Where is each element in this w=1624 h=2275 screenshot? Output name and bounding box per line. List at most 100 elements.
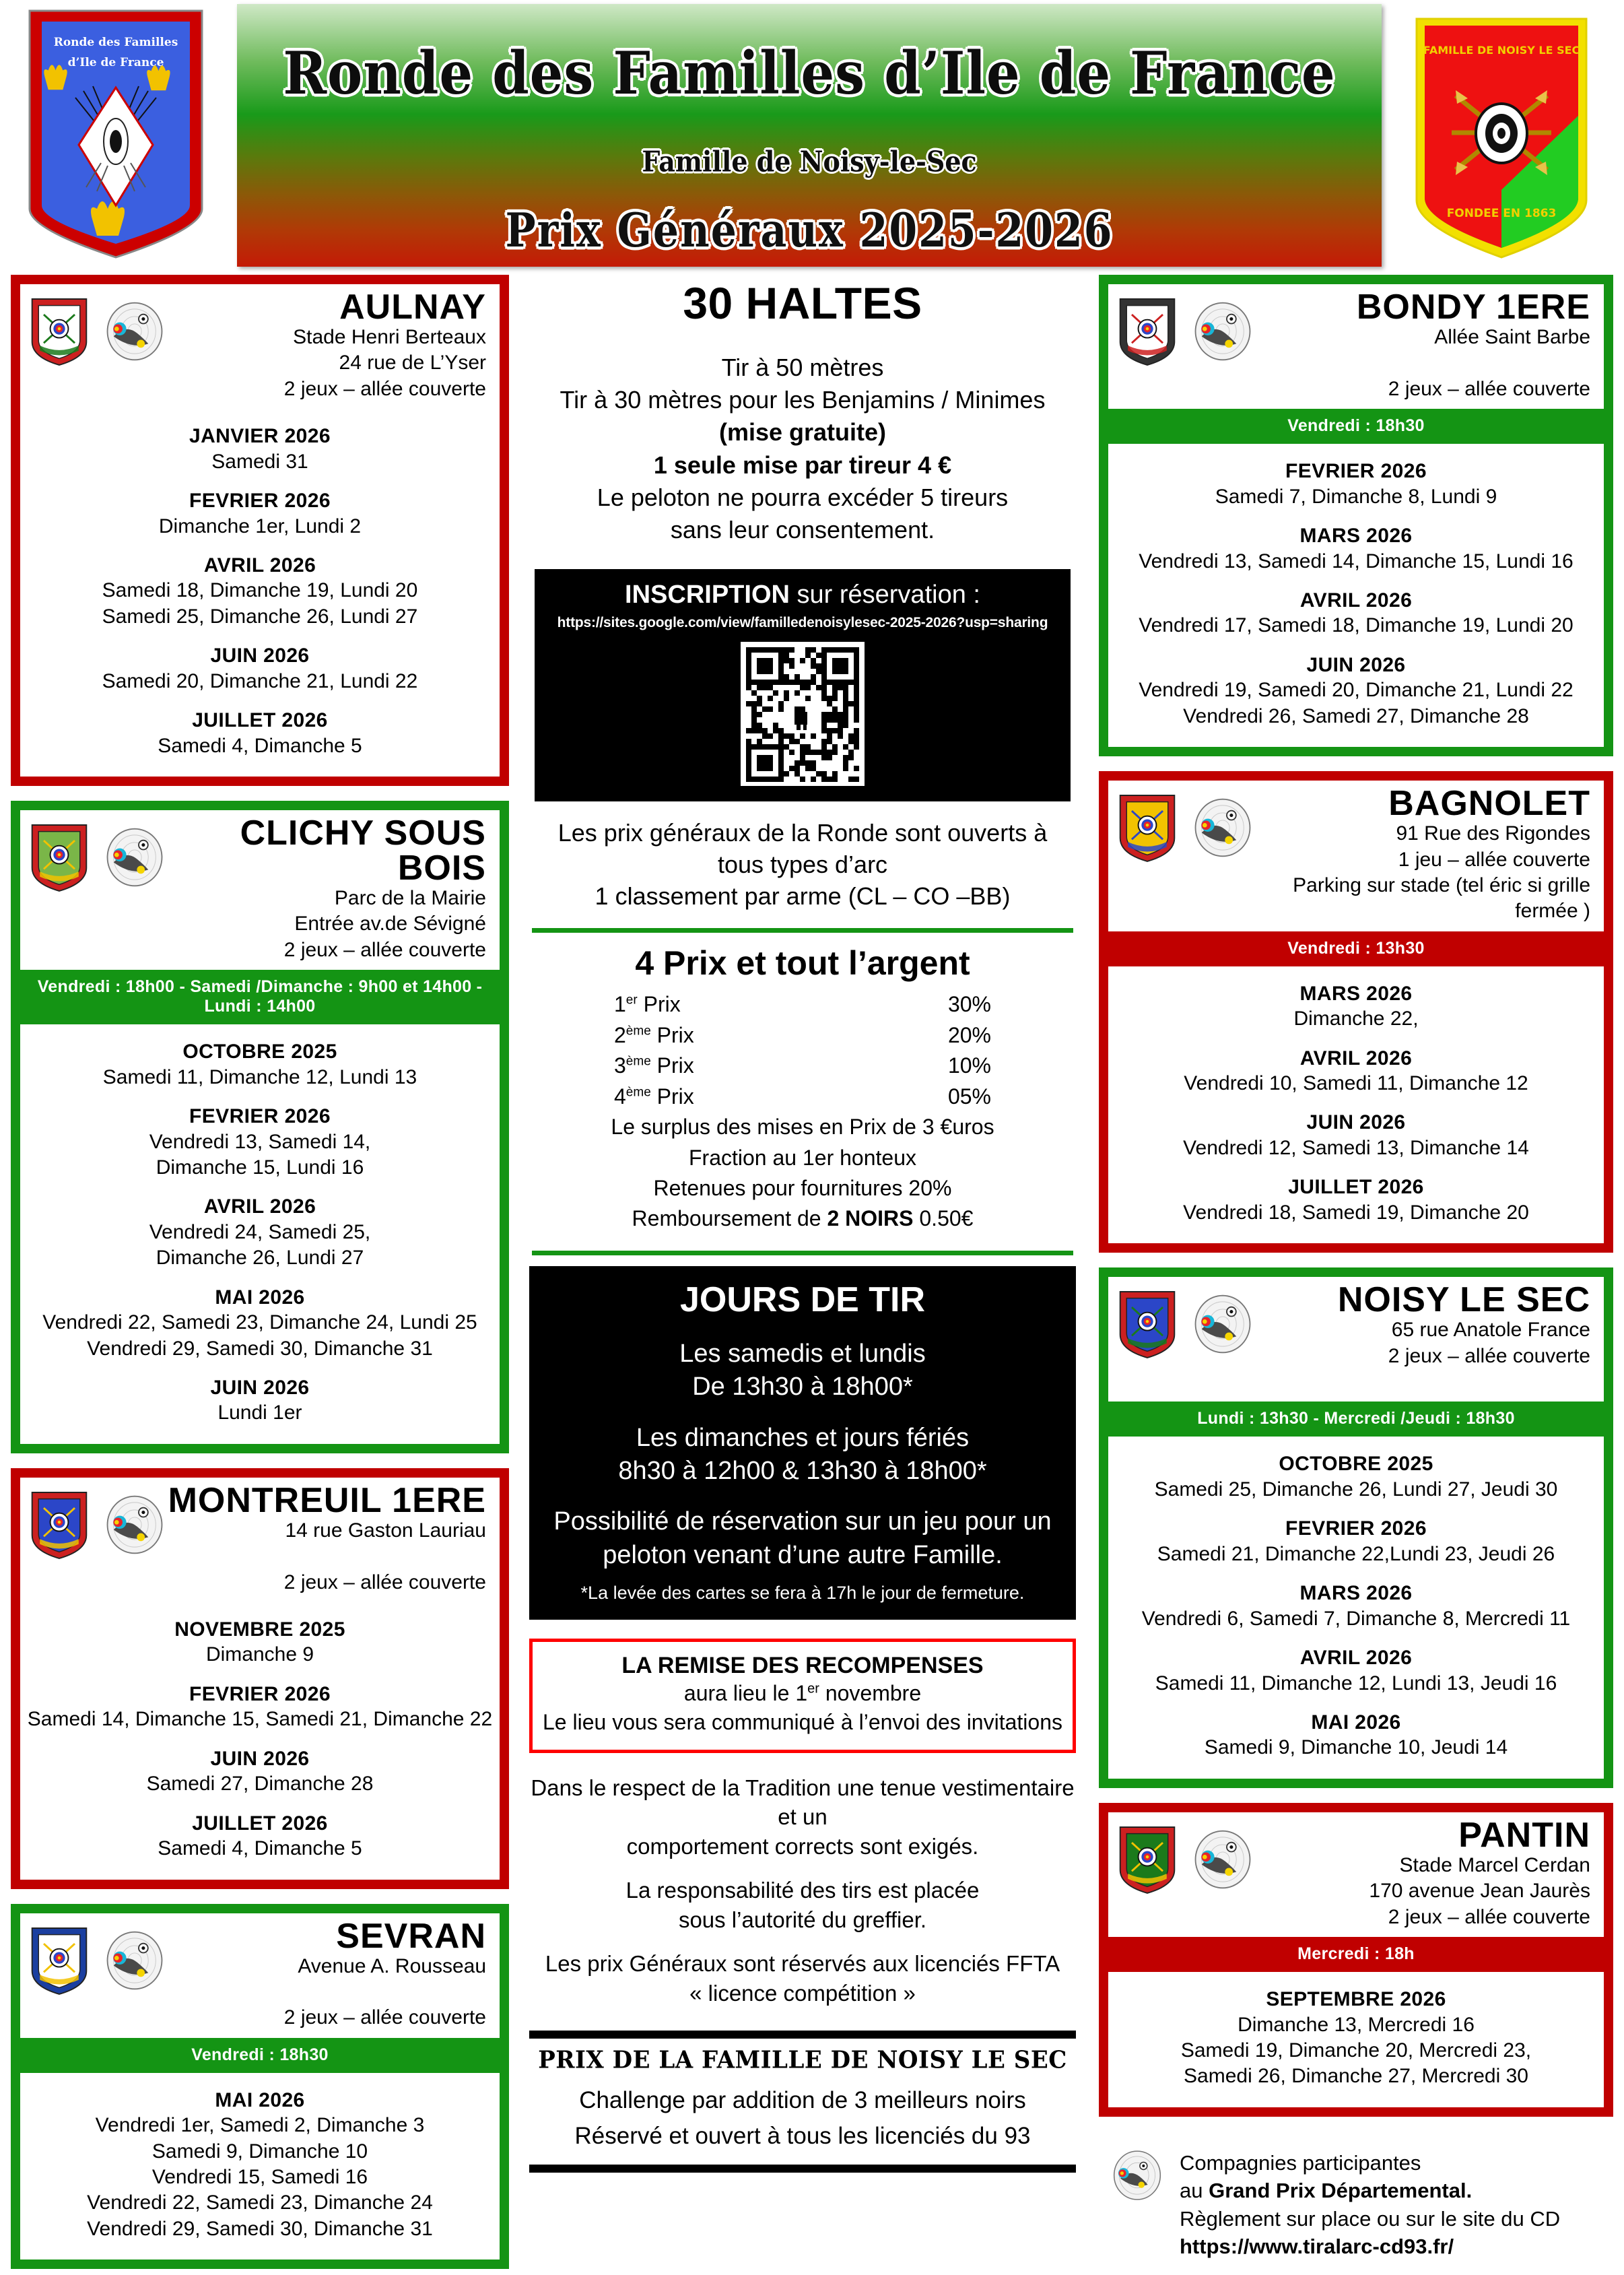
schedule-days-line: Vendredi 29, Samedi 30, Dimanche 31	[87, 1337, 433, 1360]
prix-note-remboursement: Remboursement de 2 NOIRS 0.50€	[520, 1204, 1085, 1234]
schedule-days-line: Vendredi 15, Samedi 16	[151, 2166, 368, 2188]
inscription-title-strong: INSCRIPTION	[625, 581, 790, 609]
club-logos	[27, 1919, 166, 2000]
club-crest-icon	[1115, 1288, 1180, 1364]
prix-note: Fraction au 1er honteux	[689, 1145, 916, 1170]
schedule-days-line: Vendredi 24, Samedi 25,	[149, 1220, 371, 1243]
remb-b: 2 NOIRS	[827, 1206, 914, 1231]
tradition-line: sous l’autorité du greffier.	[678, 1907, 927, 1932]
schedule-days-line: Dimanche 26, Lundi 27	[156, 1247, 364, 1270]
club-card-bondy-1ere: BONDY 1ERE Allée Saint Barbe 2 jeux – al…	[1099, 275, 1613, 757]
club-titles: CLICHY SOUS BOIS Parc de la Mairie Entrée…	[166, 816, 490, 963]
left-column: AULNAY Stade Henri Berteaux 24 rue de L’Y…	[11, 275, 509, 2275]
target-icon	[1192, 300, 1254, 366]
club-name: AULNAY	[339, 288, 486, 327]
club-header: SEVRAN Avenue A. Rousseau 2 jeux – allée…	[20, 1913, 500, 2038]
club-address-line: 91 Rue des Rigondes	[1396, 822, 1590, 845]
recomp-a: aura lieu le 1	[683, 1681, 808, 1706]
tradition-line: Dans le respect de la Tradition une tenu…	[531, 1775, 1075, 1830]
club-schedule: SEPTEMBRE 2026 Dimanche 13, Mercredi 16 S…	[1108, 1972, 1604, 2107]
jours-line: Les samedis et lundis	[679, 1339, 926, 1368]
prix-section-title: 4 Prix et tout l’argent	[635, 944, 970, 983]
schedule-days-line: Vendredi 18, Samedi 19, Dimanche 20	[1183, 1201, 1529, 1224]
qr-code[interactable]	[741, 642, 865, 786]
recompenses-box: LA REMISE DES RECOMPENSES aura lieu le 1…	[529, 1639, 1076, 1753]
club-logos	[1115, 1282, 1254, 1364]
schedule-days-line: Vendredi 26, Samedi 27, Dimanche 28	[1183, 704, 1529, 727]
jours-line: De 13h30 à 18h00*	[692, 1373, 913, 1402]
club-address-line: 2 jeux – allée couverte	[283, 377, 486, 400]
club-card-bagnolet: BAGNOLET 91 Rue des Rigondes 1 jeu – allé…	[1099, 771, 1613, 1253]
club-logos	[27, 290, 166, 371]
schedule-days-line: Samedi 31	[211, 450, 308, 473]
prix-label: 4ème Prix	[614, 1084, 694, 1109]
club-name: SEVRAN	[336, 1916, 486, 1956]
poster-columns: AULNAY Stade Henri Berteaux 24 rue de L’Y…	[0, 275, 1624, 2275]
club-titles: NOISY LE SEC 65 rue Anatole France 2 jeux…	[1254, 1282, 1594, 1395]
schedule-days-line: Samedi 7, Dimanche 8, Lundi 9	[1215, 485, 1497, 508]
inscription-title-rest: sur réservation :	[789, 581, 980, 609]
svg-text:d’Ile de France: d’Ile de France	[68, 56, 164, 69]
club-crest-icon	[27, 1488, 92, 1564]
schedule-month-name: MAI 2026	[215, 1286, 305, 1309]
club-schedule: NOVEMBRE 2025 Dimanche 9 FEVRIER 2026 Sa…	[20, 1602, 500, 1880]
schedule-days-line: Samedi 14, Dimanche 15, Samedi 21, Diman…	[27, 1708, 493, 1731]
open-line: 1 classement par arme (CL – CO –BB)	[595, 882, 1011, 910]
club-schedule: MARS 2026 Dimanche 22, AVRIL 2026 Vendre…	[1108, 966, 1604, 1244]
schedule-month-block: JUILLET 2026 Samedi 4, Dimanche 5	[27, 708, 493, 759]
recompenses-title: LA REMISE DES RECOMPENSES	[621, 1653, 984, 1679]
club-address-line: Parking sur stade (tel éric si grille fe…	[1293, 873, 1590, 923]
rules-list: Tir à 50 mètres Tir à 30 mètres pour les …	[527, 352, 1079, 546]
club-name: BONDY 1ERE	[1356, 288, 1590, 327]
right-column: BONDY 1ERE Allée Saint Barbe 2 jeux – al…	[1099, 275, 1613, 2261]
schedule-month-name: FEVRIER 2026	[189, 490, 331, 513]
middle-column: 30 HALTES Tir à 50 mètres Tir à 30 mètres…	[520, 275, 1085, 2173]
club-header: CLICHY SOUS BOIS Parc de la Mairie Entrée…	[20, 810, 500, 970]
club-address-line: 2 jeux – allée couverte	[283, 1571, 486, 1593]
schedule-month-name: AVRIL 2026	[1299, 589, 1413, 612]
schedule-month-block: JUIN 2026 Vendredi 12, Samedi 13, Dimanc…	[1115, 1110, 1597, 1161]
recomp-sup: er	[807, 1681, 819, 1696]
schedule-days-line: Samedi 4, Dimanche 5	[158, 734, 362, 757]
schedule-days-line: Dimanche 15, Lundi 16	[156, 1156, 364, 1179]
schedule-month-block: FEVRIER 2026 Samedi 14, Dimanche 15, Sam…	[27, 1682, 493, 1733]
rf-line-3: Règlement sur place ou sur le site du CD	[1180, 2206, 1561, 2231]
schedule-days-line: Samedi 27, Dimanche 28	[146, 1773, 374, 1795]
schedule-month-name: AVRIL 2026	[203, 554, 316, 576]
tradition-line: comportement corrects sont exigés.	[626, 1833, 979, 1859]
club-address-line: Parc de la Mairie	[334, 887, 486, 910]
schedule-days-line: Samedi 9, Dimanche 10, Jeudi 14	[1204, 1736, 1508, 1759]
club-titles: AULNAY Stade Henri Berteaux 24 rue de L’Y…	[166, 290, 490, 402]
footer-line-1: Challenge par addition de 3 meilleurs no…	[579, 2087, 1026, 2114]
club-address-line: 2 jeux – allée couverte	[1388, 1905, 1590, 1928]
prix-label: 2ème Prix	[614, 1022, 694, 1047]
prix-row: 4ème Prix 05%	[614, 1082, 991, 1112]
schedule-days-line: Vendredi 22, Samedi 23, Dimanche 24, Lun…	[42, 1311, 477, 1334]
club-header: BAGNOLET 91 Rue des Rigondes 1 jeu – allé…	[1108, 781, 1604, 931]
schedule-month-block: AVRIL 2026 Vendredi 17, Samedi 18, Diman…	[1115, 588, 1597, 639]
club-titles: SEVRAN Avenue A. Rousseau 2 jeux – allée…	[166, 1919, 490, 2031]
rf-line-4[interactable]: https://www.tiralarc-cd93.fr/	[1180, 2235, 1454, 2259]
club-logos	[27, 1483, 166, 1564]
club-hours: Mercredi : 18h	[1297, 1944, 1415, 1964]
club-titles: MONTREUIL 1ERE 14 rue Gaston Lauriau 2 j…	[166, 1483, 490, 1595]
rf-2a: au	[1180, 2179, 1209, 2203]
jours-block-3: Possibilité de réservation sur un jeu po…	[540, 1505, 1065, 1572]
prix-percent: 05%	[947, 1084, 991, 1109]
club-header: NOISY LE SEC 65 rue Anatole France 2 jeux…	[1108, 1277, 1604, 1402]
schedule-days-line: Samedi 25, Dimanche 26, Lundi 27, Jeudi …	[1154, 1478, 1558, 1501]
club-address-line: 2 jeux – allée couverte	[1388, 377, 1590, 400]
schedule-month-block: MAI 2026 Samedi 9, Dimanche 10, Jeudi 14	[1115, 1710, 1597, 1761]
club-card-pantin: PANTIN Stade Marcel Cerdan 170 avenue Jea…	[1099, 1802, 1613, 2117]
ronde-des-familles-crest: Ronde des Familles d’Ile de France	[22, 7, 210, 269]
schedule-month-name: FEVRIER 2026	[189, 1682, 331, 1705]
club-logos	[27, 816, 166, 897]
club-card-clichy-sous-bois: CLICHY SOUS BOIS Parc de la Mairie Entrée…	[11, 801, 509, 1453]
jours-block-1: Les samedis et lundis De 13h30 à 18h00*	[540, 1338, 1065, 1404]
schedule-month-name: JUIN 2026	[210, 645, 310, 667]
rule-line: sans leur consentement.	[670, 516, 935, 544]
schedule-month-block: MAI 2026 Vendredi 1er, Samedi 2, Dimanch…	[27, 2088, 493, 2242]
inscription-title: INSCRIPTION sur réservation :	[541, 580, 1064, 611]
club-address-line	[1254, 1369, 1590, 1395]
inscription-url[interactable]: https://sites.google.com/view/familleden…	[557, 615, 1048, 630]
